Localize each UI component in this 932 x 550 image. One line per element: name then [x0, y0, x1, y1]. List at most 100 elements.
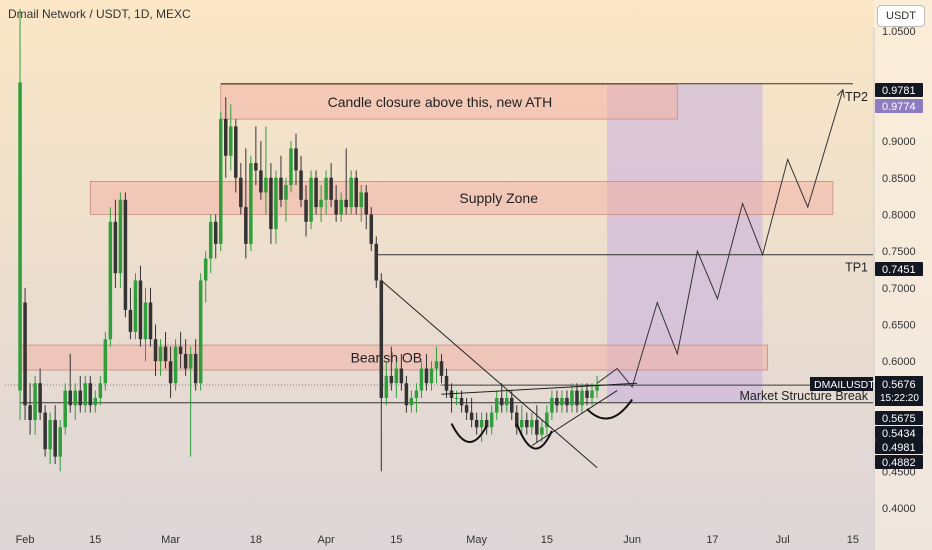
price-tag-0: 0.9781 [882, 85, 916, 97]
y-tick-label-5: 0.6500 [882, 320, 916, 332]
candle-body-66 [349, 177, 353, 208]
candle-body-99 [515, 412, 519, 428]
x-tick-label-2: Mar [161, 534, 180, 546]
candle-body-100 [520, 419, 524, 428]
candle-body-86 [449, 390, 454, 398]
candle-body-31 [173, 346, 178, 384]
candle-body-110 [570, 390, 574, 406]
x-tick-label-3: 18 [250, 534, 262, 546]
candle-body-16 [98, 383, 103, 398]
candle-body-75 [394, 368, 399, 384]
zone-box-0 [220, 84, 678, 120]
candle-body-74 [389, 375, 394, 384]
candle-body-70 [369, 214, 374, 244]
candle-body-67 [354, 177, 358, 208]
y-tick-label-7: 0.7500 [882, 246, 916, 258]
candle-body-18 [108, 221, 113, 340]
candle-body-36 [198, 280, 203, 384]
candle-body-71 [374, 243, 379, 281]
y-tick-label-10: 0.9000 [882, 136, 916, 148]
x-tick-label-11: 15 [847, 534, 859, 546]
currency-button[interactable]: USDT [877, 5, 925, 27]
candle-body-107 [555, 397, 559, 406]
candle-body-21 [123, 199, 128, 310]
candle-body-97 [504, 397, 509, 406]
trendline-0 [380, 280, 598, 469]
candle-body-32 [178, 346, 183, 354]
candle-body-43 [234, 126, 238, 178]
candle-body-103 [535, 419, 539, 435]
candle-body-106 [550, 397, 554, 413]
price-tag-bg-1 [875, 99, 923, 113]
candle-body-49 [264, 177, 268, 193]
candle-body-33 [183, 353, 188, 369]
candle-body-1 [23, 302, 27, 406]
y-tick-label-4: 0.6000 [882, 356, 916, 368]
candle-body-57 [304, 199, 308, 222]
last-price-countdown: 15:22:20 [880, 393, 919, 404]
x-tick-label-8: Jun [623, 534, 641, 546]
pattern-arc-0 [450, 423, 488, 443]
candle-body-25 [143, 302, 148, 340]
candle-body-94 [489, 412, 494, 428]
candle-body-23 [133, 280, 138, 332]
x-tick-label-5: 15 [390, 534, 402, 546]
candle-body-11 [73, 390, 77, 406]
candle-body-91 [474, 419, 479, 428]
candle-body-79 [414, 390, 419, 398]
price-tag-6: 0.4981 [882, 442, 916, 454]
candle-body-113 [585, 390, 589, 398]
level-label-1: TP1 [845, 261, 868, 275]
candle-body-72 [379, 280, 384, 398]
candle-body-51 [274, 177, 278, 230]
candle-body-109 [565, 397, 569, 406]
candle-body-84 [439, 361, 444, 376]
trendline-2 [531, 390, 618, 447]
y-tick-label-12: 1.0500 [882, 26, 916, 38]
x-tick-label-0: Feb [16, 534, 35, 546]
y-tick-label-8: 0.8000 [882, 209, 916, 221]
candle-body-24 [138, 280, 143, 340]
candle-body-61 [324, 177, 328, 200]
candle-body-52 [279, 177, 283, 200]
y-tick-label-1: 0.4500 [882, 466, 916, 478]
pattern-arc-1 [515, 423, 553, 450]
candle-body-20 [118, 199, 123, 274]
candle-body-22 [128, 309, 133, 332]
candle-body-17 [103, 339, 108, 384]
candle-body-46 [249, 163, 253, 244]
candle-body-73 [384, 375, 389, 398]
candle-body-104 [540, 427, 544, 435]
x-tick-label-9: 17 [706, 534, 718, 546]
y-tick-label-6: 0.7000 [882, 283, 916, 295]
candle-body-90 [469, 412, 474, 420]
candle-body-40 [218, 119, 223, 244]
x-tick-label-7: 15 [541, 534, 553, 546]
candle-body-53 [284, 185, 288, 200]
candle-body-80 [419, 368, 424, 391]
candle-body-45 [244, 207, 248, 244]
pattern-arc-2 [586, 398, 633, 420]
zone-label-0: Candle closure above this, new ATH [328, 94, 553, 110]
candle-body-8 [58, 427, 62, 457]
x-tick-label-6: May [466, 534, 487, 546]
candle-body-60 [319, 199, 323, 208]
price-tag-4: 0.5675 [882, 413, 916, 425]
candle-body-102 [530, 419, 534, 428]
candle-body-93 [484, 419, 489, 428]
candle-body-2 [28, 405, 32, 420]
price-tag-bg-6 [875, 440, 923, 454]
candle-body-95 [494, 397, 499, 413]
candle-body-12 [78, 390, 83, 406]
candle-body-54 [289, 148, 293, 186]
candle-body-92 [479, 419, 484, 428]
level-label-2: Market Structure Break [739, 389, 868, 403]
candle-body-55 [294, 148, 298, 171]
price-tag-bg-7 [875, 455, 923, 469]
projected-path [596, 89, 844, 388]
candle-body-37 [203, 258, 208, 281]
price-tag-bg-4 [875, 411, 923, 425]
candle-body-15 [93, 397, 98, 406]
